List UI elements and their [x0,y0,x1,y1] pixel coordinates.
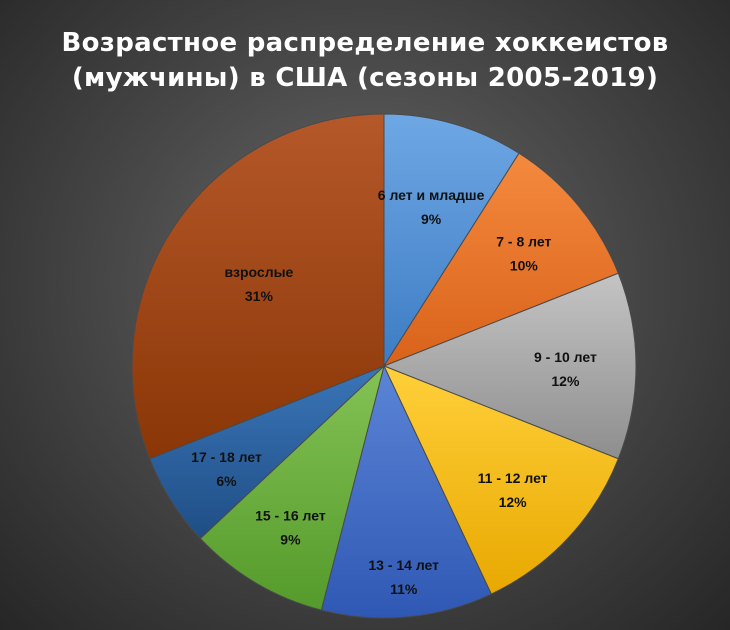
slice-category-label: взрослые [224,264,293,280]
chart-title-line-2: (мужчины) в США (сезоны 2005-2019) [71,63,659,93]
pie-slice-15-16-лет [199,364,385,611]
chart-title-line-1: Возрастное распределение хоккеистов [61,28,669,58]
slice-category-label: 13 - 14 лет [368,557,439,573]
pie-slice-9-10-лет [382,272,637,460]
slice-percent-label: 6% [216,473,237,489]
slice-percent-label: 11% [390,581,418,597]
slice-category-label: 15 - 16 лет [255,507,326,523]
pie-slice-7-8-лет [382,152,619,368]
pie-slice-13-14-лет [320,364,492,619]
slice-percent-label: 10% [510,257,539,273]
slice-percent-label: 31% [245,288,274,304]
pie-slice-6-лет-и-младше [383,113,520,368]
slice-category-label: 9 - 10 лет [534,349,597,365]
pie-labels: 6 лет и младше 9% 7 - 8 лет 10% 9 - 10 лет 12… [191,187,597,597]
slice-category-label: 7 - 8 лет [496,233,551,249]
pie-slice-11-12-лет [383,365,619,595]
slice-percent-label: 9% [421,211,442,227]
slice-percent-label: 12% [499,494,528,510]
slice-category-label: 11 - 12 лет [478,470,548,486]
slice-percent-label: 12% [551,373,580,389]
pie-slices [131,113,637,619]
slice-category-label: 6 лет и младше [378,187,485,203]
slice-category-label: 17 - 18 лет [191,449,262,465]
pie-slice-взрослые [131,113,385,460]
slice-percent-label: 9% [280,531,301,547]
chart-title: Возрастное распределение хоккеистов (муж… [0,26,730,96]
